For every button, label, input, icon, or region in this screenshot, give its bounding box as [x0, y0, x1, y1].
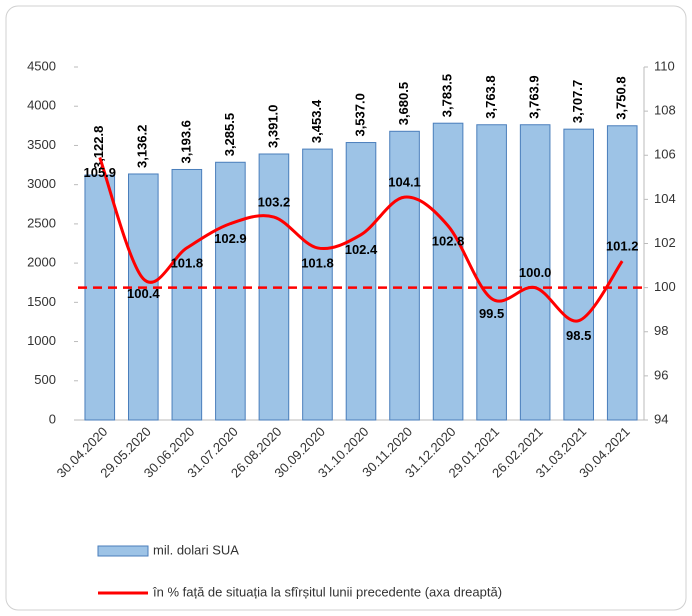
y-tick-label: 1500: [27, 294, 56, 309]
y2-tick-label: 94: [654, 411, 668, 426]
y2-tick-label: 98: [654, 323, 668, 338]
bar-value-label: 3,783.5: [440, 74, 455, 117]
line-value-label: 105.9: [83, 165, 116, 180]
y2-tick-label: 100: [654, 279, 676, 294]
bar: [215, 161, 246, 421]
y2-tick-label: 110: [654, 58, 675, 73]
y-tick-label: 0: [49, 411, 56, 426]
line-value-label: 98.5: [566, 328, 591, 343]
bar-value-label: 3,193.6: [178, 120, 193, 163]
bar: [84, 174, 116, 421]
bar: [171, 168, 203, 421]
y2-tick-label: 96: [654, 367, 668, 382]
line-value-label: 101.8: [301, 255, 334, 270]
y2-tick-label: 106: [654, 147, 676, 162]
bar: [389, 130, 420, 421]
line-value-label: 101.8: [171, 255, 204, 270]
line-value-label: 103.2: [258, 194, 291, 209]
line-value-label: 101.2: [606, 239, 639, 254]
y2-tick-label: 102: [654, 235, 676, 250]
bar-value-label: 3,453.4: [309, 99, 324, 143]
bar-value-label: 3,122.8: [91, 126, 106, 169]
bar: [519, 124, 551, 421]
line-value-label: 102.4: [345, 242, 378, 257]
y-tick-label: 4500: [27, 58, 56, 73]
bar-value-label: 3,750.8: [614, 76, 629, 119]
line-value-label: 104.1: [388, 175, 421, 190]
y-tick-label: 3000: [27, 176, 56, 191]
legend-label: mil. dolari SUA: [153, 542, 239, 557]
bar: [345, 142, 377, 421]
bar-value-label: 3,391.0: [265, 105, 280, 148]
line-value-label: 100.4: [127, 286, 160, 301]
y-tick-label: 2500: [27, 215, 56, 230]
y-tick-label: 2000: [27, 255, 56, 270]
bar-value-label: 3,285.5: [222, 113, 237, 156]
bar-value-label: 3,763.8: [483, 75, 498, 118]
line-value-label: 102.9: [214, 231, 247, 246]
y2-tick-label: 104: [654, 191, 676, 206]
bar: [476, 124, 507, 421]
bar: [606, 125, 638, 421]
y-tick-label: 500: [34, 372, 56, 387]
bar-value-label: 3,680.5: [396, 82, 411, 125]
line-value-label: 99.5: [479, 306, 504, 321]
bar-value-label: 3,763.9: [527, 75, 542, 118]
y2-tick-label: 108: [654, 103, 676, 118]
line-value-label: 102.8: [432, 233, 465, 248]
bar: [128, 173, 159, 421]
y-tick-label: 4000: [27, 98, 56, 113]
bar-value-label: 3,537.0: [352, 93, 367, 136]
bar: [432, 122, 464, 421]
legend-label: în % față de situația la sfîrșitul lunii…: [152, 584, 502, 599]
bar: [302, 148, 333, 421]
bar-value-label: 3,707.7: [570, 80, 585, 123]
y-tick-label: 3500: [27, 137, 56, 152]
y-tick-label: 1000: [27, 333, 56, 348]
bar: [563, 128, 594, 421]
legend-swatch: [97, 545, 149, 557]
bar-value-label: 3,136.2: [135, 125, 150, 168]
line-value-label: 100.0: [519, 265, 552, 280]
